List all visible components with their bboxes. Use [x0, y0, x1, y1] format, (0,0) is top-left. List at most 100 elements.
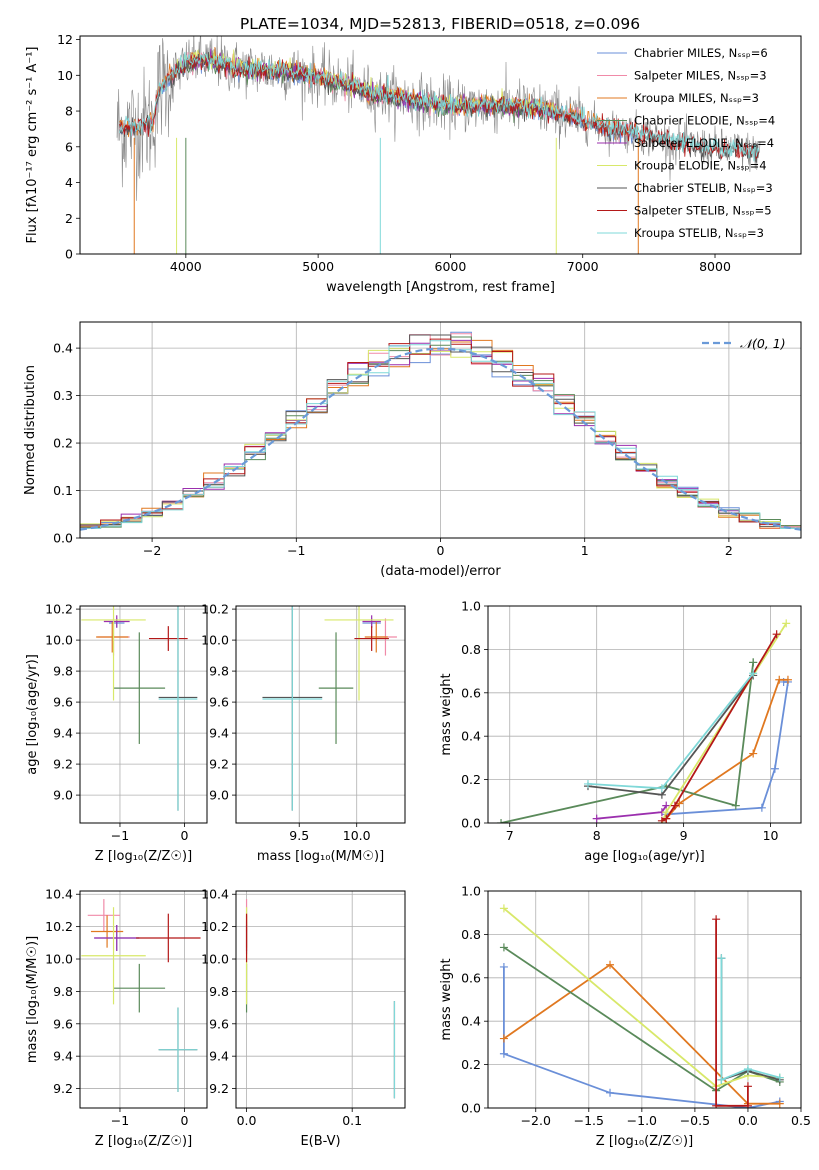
legend-label: Salpeter STELIB, Nₛₛₚ=5 — [634, 204, 772, 218]
series-line-kroupa-miles — [503, 963, 780, 1105]
plot-area — [499, 904, 784, 1108]
series-marker — [717, 954, 726, 963]
x-tick-label: −1.0 — [627, 1113, 657, 1128]
y-tick-label: 10.2 — [201, 602, 229, 617]
series-marker — [757, 803, 766, 812]
series-marker — [775, 675, 784, 684]
series-marker — [770, 764, 779, 773]
y-tick-label: 0.4 — [461, 1014, 481, 1029]
series-marker — [499, 904, 508, 913]
series-line-kroupa-elodie — [503, 907, 780, 1088]
y-tick-label: 10.2 — [201, 919, 229, 934]
x-tick-label: 9.5 — [289, 828, 309, 843]
panel-massweight_vs_Z: −2.0 −1.5 −1.0 −0.5 0.0 0.5 0.0 0.2 0.4 0.6 0.8 1.0… — [439, 884, 811, 1150]
y-axis-label: mass weight — [439, 673, 454, 755]
y-tick-label: 0.6 — [461, 685, 481, 700]
legend-label: Kroupa ELODIE, Nₛₛₚ=4 — [634, 159, 767, 173]
series-marker — [717, 1075, 726, 1084]
x-tick-label: −2.0 — [521, 1113, 551, 1128]
y-tick-label: 9.8 — [209, 984, 229, 999]
y-tick-label: 1.0 — [461, 884, 481, 899]
series-line-kroupa-stelib — [720, 958, 781, 1082]
y-tick-label: 9.6 — [53, 695, 73, 710]
series-line-salpeter-stelib — [661, 633, 778, 822]
x-tick-label: 0.0 — [738, 1113, 758, 1128]
x-tick-label: 0 — [437, 543, 445, 558]
series-marker — [662, 814, 671, 823]
y-tick-label: 9.6 — [209, 695, 229, 710]
legend-label: Salpeter ELODIE, Nₛₛₚ=4 — [634, 136, 774, 150]
x-axis-label: wavelength [Angstrom, rest frame] — [326, 280, 555, 295]
x-tick-label: −2 — [143, 543, 161, 558]
figure-title: PLATE=1034, MJD=52813, FIBERID=0518, z=0… — [240, 15, 640, 33]
series-marker — [749, 749, 758, 758]
series-marker — [783, 675, 792, 684]
axes-frame — [79, 890, 208, 1109]
plot-area — [262, 606, 397, 811]
series-marker — [499, 943, 508, 952]
series-marker — [499, 1049, 508, 1058]
y-axis-label: Flux [fλ10⁻¹⁷ erg cm⁻² s⁻¹ A⁻¹] — [25, 47, 40, 244]
y-tick-label: 0.8 — [461, 927, 481, 942]
y-tick-label: 10.0 — [201, 633, 229, 648]
y-tick-label: 0.4 — [53, 341, 73, 356]
y-axis-label: mass weight — [439, 958, 454, 1040]
y-tick-label: 9.6 — [209, 1016, 229, 1031]
plot-area — [116, 36, 761, 254]
y-tick-label: 0.8 — [461, 642, 481, 657]
series-marker — [606, 960, 615, 969]
series-line-chabrier-miles — [666, 681, 790, 816]
panel-mass_vs_Z: −1 0 9.2 9.4 9.6 9.8 10.0 10.2 10.4 Z [log₁₀(Z/Z☉… — [25, 887, 208, 1149]
series-marker — [749, 669, 758, 678]
y-tick-label: 2 — [65, 211, 73, 226]
series-marker — [657, 784, 666, 793]
axes-frame — [79, 321, 802, 539]
legend: 𝒩(0, 1) — [702, 336, 786, 351]
y-tick-label: 6 — [65, 139, 73, 154]
series-marker — [775, 1099, 784, 1108]
x-tick-label: 2 — [725, 543, 733, 558]
series-line-chabrier-elodie — [500, 662, 755, 823]
y-tick-label: 10 — [57, 68, 73, 83]
y-tick-label: 0.1 — [53, 483, 73, 498]
y-tick-label: 0.2 — [53, 436, 73, 451]
y-tick-label: 9.8 — [53, 984, 73, 999]
x-tick-label: 0.5 — [791, 1113, 811, 1128]
series-marker — [731, 801, 740, 810]
plot-area — [81, 606, 198, 811]
series-line-salpeter-stelib — [715, 919, 749, 1107]
series-marker — [499, 962, 508, 971]
y-tick-label: 9.2 — [209, 757, 229, 772]
x-tick-label: 9 — [680, 828, 688, 843]
y-tick-label: 9.2 — [209, 1081, 229, 1096]
x-tick-label: 7 — [506, 828, 514, 843]
x-axis-label: (data-model)/error — [380, 564, 501, 579]
y-tick-label: 9.6 — [53, 1016, 73, 1031]
series-marker — [657, 816, 666, 823]
y-tick-label: 10.2 — [45, 919, 73, 934]
series-marker — [743, 1101, 752, 1108]
y-tick-label: 0.4 — [461, 729, 481, 744]
normal-curve — [80, 347, 801, 531]
x-tick-label: −1.5 — [574, 1113, 604, 1128]
x-tick-label: 1 — [581, 543, 589, 558]
y-tick-label: 9.8 — [209, 664, 229, 679]
panel-age_vs_mass: 9.5 10.0 9.0 9.2 9.4 9.6 9.8 10.0 10.2 mass [log₁… — [201, 602, 406, 864]
series-marker — [712, 1101, 721, 1108]
panel-age_vs_Z: −1 0 9.0 9.2 9.4 9.6 9.8 10.0 10.2 Z [log₁₀(Z/Z☉)… — [25, 602, 208, 864]
y-tick-label: 10.2 — [45, 602, 73, 617]
series-marker — [606, 1088, 615, 1097]
series-marker — [592, 814, 601, 823]
y-tick-label: 0.6 — [461, 970, 481, 985]
legend-label: Salpeter MILES, Nₛₛₚ=3 — [634, 69, 767, 83]
series-marker — [775, 1073, 784, 1082]
x-tick-label: 5000 — [302, 259, 334, 274]
x-tick-label: 10 — [763, 828, 779, 843]
x-tick-label: 0.0 — [237, 1113, 257, 1128]
y-tick-label: 0.0 — [461, 816, 481, 831]
legend-label: Chabrier ELODIE, Nₛₛₚ=4 — [634, 114, 775, 128]
y-tick-label: 10.0 — [45, 952, 73, 967]
y-tick-label: 9.4 — [53, 726, 73, 741]
legend-label: Kroupa STELIB, Nₛₛₚ=3 — [634, 226, 764, 240]
